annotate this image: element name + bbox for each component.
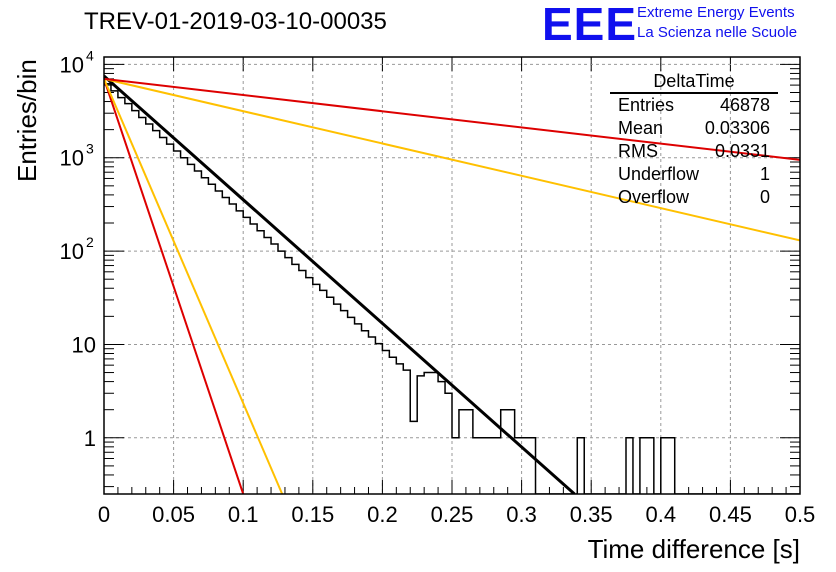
stats-row-mean: Mean 0.03306: [610, 117, 778, 140]
reference-line-yellow: [104, 78, 284, 494]
y-axis-label: Entries/bin: [12, 59, 42, 182]
y-tick-exponent: 2: [86, 234, 94, 250]
reference-line-yellow: [104, 77, 800, 242]
x-tick-label: 0.4: [646, 502, 677, 527]
stats-label: Underflow: [618, 164, 700, 184]
x-tick-label: 0.15: [291, 502, 334, 527]
stats-row-overflow: Overflow 0: [610, 186, 778, 209]
x-tick-label: 0.3: [506, 502, 537, 527]
stats-value: 46878: [719, 95, 770, 115]
stats-row-rms: RMS 0.0331: [610, 140, 778, 163]
org-name-line2: La Scienza nelle Scuole: [637, 24, 798, 41]
y-tick-label: 10: [60, 239, 84, 264]
y-tick-label: 10: [72, 332, 96, 357]
stats-label: Overflow: [618, 187, 690, 207]
stats-title: DeltaTime: [610, 70, 778, 94]
x-tick-label: 0.25: [431, 502, 474, 527]
x-tick-label: 0: [98, 502, 110, 527]
stats-value: 0.0331: [714, 141, 770, 161]
y-tick-exponent: 3: [86, 141, 94, 157]
stats-label: RMS: [618, 141, 658, 161]
y-tick-label: 10: [60, 146, 84, 171]
stats-label: Entries: [618, 95, 675, 115]
reference-line-red: [104, 78, 245, 494]
x-tick-label: 0.05: [152, 502, 195, 527]
stats-value: 0.03306: [704, 118, 770, 138]
reference-line-red: [104, 77, 800, 161]
x-tick-label: 0.2: [367, 502, 398, 527]
chart-title: TREV-01-2019-03-10-00035: [84, 8, 387, 35]
x-axis-label: Time difference [s]: [587, 534, 800, 564]
x-tick-label: 0.45: [709, 502, 752, 527]
y-tick-exponent: 4: [86, 47, 94, 63]
eee-logo: EEE: [542, 0, 638, 50]
y-tick-label: 1: [84, 426, 96, 451]
stats-row-underflow: Underflow 1: [610, 163, 778, 186]
x-tick-label: 0.1: [228, 502, 259, 527]
plot-frame: [103, 56, 801, 495]
stats-box: DeltaTime Entries 46878 Mean 0.03306 RMS…: [610, 70, 778, 209]
stats-row-entries: Entries 46878: [610, 94, 778, 117]
stats-value: 1: [759, 164, 770, 184]
stats-label: Mean: [618, 118, 664, 138]
y-tick-label: 10: [60, 52, 84, 77]
histogram: [104, 83, 800, 494]
x-tick-label: 0.35: [570, 502, 613, 527]
stats-value: 0: [759, 187, 770, 207]
org-name-line1: Extreme Energy Events: [637, 4, 795, 21]
fit-line: [104, 74, 576, 494]
x-tick-label: 0.5: [785, 502, 816, 527]
